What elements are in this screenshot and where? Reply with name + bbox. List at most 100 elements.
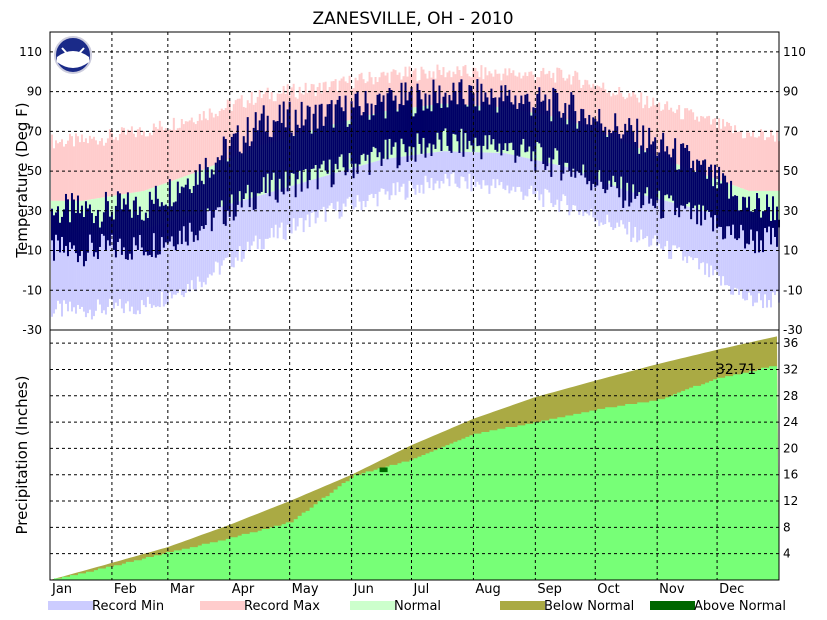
record-min-bar — [392, 157, 395, 184]
record-max-bar — [380, 72, 383, 112]
observed-temp-bar — [504, 85, 507, 144]
record-min-bar — [170, 220, 173, 299]
record-max-bar — [126, 129, 129, 194]
record-max-bar — [492, 76, 495, 107]
observed-temp-bar — [756, 193, 759, 232]
observed-temp-bar — [662, 132, 665, 218]
record-max-bar — [562, 77, 565, 119]
record-max-bar — [122, 127, 125, 195]
record-min-bar — [640, 194, 643, 230]
observed-temp-bar — [498, 97, 501, 144]
record-min-bar — [732, 218, 735, 295]
record-max-bar — [764, 140, 767, 191]
observed-temp-bar — [244, 142, 247, 194]
record-max-bar — [64, 143, 67, 201]
temp-tick-right: 10 — [783, 244, 798, 258]
record-min-bar — [412, 155, 415, 189]
record-max-bar — [680, 119, 683, 166]
observed-temp-bar — [140, 219, 143, 248]
normal-bar — [738, 187, 741, 221]
observed-temp-bar — [664, 151, 667, 196]
record-max-bar — [700, 115, 703, 174]
observed-temp-bar — [56, 206, 59, 241]
record-min-bar — [588, 175, 591, 216]
observed-temp-bar — [734, 195, 737, 239]
record-max-bar — [732, 133, 735, 186]
observed-temp-bar — [118, 193, 121, 239]
observed-temp-bar — [578, 121, 581, 173]
observed-temp-bar — [340, 107, 343, 155]
record-max-bar — [182, 124, 185, 177]
observed-temp-bar — [738, 210, 741, 239]
record-min-bar — [104, 231, 107, 315]
record-max-bar — [98, 141, 101, 198]
record-max-bar — [296, 98, 299, 135]
observed-temp-bar — [254, 112, 257, 210]
record-min-bar — [764, 222, 767, 295]
record-min-bar — [240, 200, 243, 262]
normal-bar — [142, 190, 145, 229]
record-min-bar — [120, 230, 123, 309]
record-max-bar — [124, 134, 127, 194]
record-min-bar — [750, 222, 753, 296]
record-min-bar — [596, 179, 599, 221]
normal-bar — [94, 198, 97, 232]
normal-bar — [762, 190, 765, 223]
record-max-bar — [632, 91, 635, 146]
record-max-bar — [132, 133, 135, 193]
observed-temp-bar — [614, 113, 617, 183]
record-min-bar — [66, 232, 69, 312]
observed-temp-bar — [272, 120, 275, 173]
precip-tick-right: 36 — [783, 336, 798, 350]
temp-tick-left: 30 — [27, 204, 42, 218]
record-max-bar — [600, 87, 603, 133]
observed-temp-bar — [412, 116, 415, 148]
observed-temp-bar — [400, 82, 403, 139]
record-min-bar — [666, 201, 669, 241]
observed-temp-bar — [172, 202, 175, 247]
observed-temp-bar — [630, 125, 633, 203]
record-max-bar — [408, 66, 411, 109]
observed-temp-bar — [62, 209, 65, 253]
observed-temp-bar — [744, 197, 747, 249]
record-min-bar — [668, 201, 671, 259]
record-min-bar — [458, 151, 461, 189]
record-min-bar — [294, 184, 297, 231]
observed-temp-bar — [616, 126, 619, 189]
observed-temp-bar — [384, 118, 387, 140]
observed-temp-bar — [196, 184, 199, 241]
record-max-bar — [610, 96, 613, 137]
observed-temp-bar — [702, 160, 705, 206]
record-min-bar — [146, 227, 149, 297]
month-label: Nov — [659, 582, 685, 597]
record-min-bar — [434, 152, 437, 184]
observed-temp-bar — [704, 159, 707, 220]
record-max-bar — [734, 125, 737, 186]
observed-temp-bar — [626, 130, 629, 183]
observed-temp-bar — [772, 196, 775, 228]
observed-temp-bar — [586, 124, 589, 185]
record-max-bar — [588, 84, 591, 129]
normal-bar — [752, 190, 755, 223]
observed-temp-bar — [334, 104, 337, 164]
observed-temp-bar — [396, 111, 399, 169]
observed-temp-bar — [110, 211, 113, 235]
observed-temp-bar — [514, 95, 517, 163]
record-max-bar — [736, 132, 739, 187]
observed-temp-bar — [524, 94, 527, 153]
record-min-bar — [262, 194, 265, 250]
observed-temp-bar — [694, 172, 697, 206]
record-max-bar — [342, 76, 345, 122]
legend-label: Record Min — [92, 599, 164, 614]
month-label: Oct — [597, 582, 619, 597]
record-min-bar — [152, 225, 155, 306]
record-min-bar — [438, 151, 441, 189]
record-max-bar — [130, 126, 133, 193]
record-min-bar — [548, 163, 551, 193]
record-max-bar — [232, 104, 235, 157]
record-min-bar — [584, 174, 587, 213]
record-max-bar — [424, 73, 427, 106]
record-min-bar — [706, 211, 709, 264]
record-min-bar — [158, 224, 161, 308]
